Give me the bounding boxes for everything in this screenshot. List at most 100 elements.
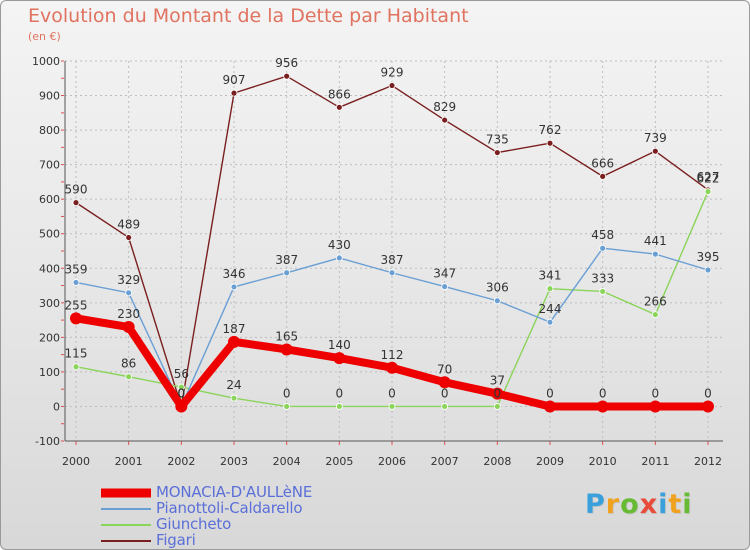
legend-swatch: [101, 524, 151, 526]
data-point: [283, 72, 291, 80]
data-label: 0: [546, 386, 554, 400]
data-label: 347: [433, 267, 456, 281]
data-label: 230: [117, 307, 140, 321]
data-label: 86: [121, 357, 136, 371]
data-point: [177, 383, 185, 391]
data-point: [493, 149, 501, 156]
logo-letter: i: [682, 489, 693, 520]
data-label: 115: [65, 347, 88, 361]
data-label: 24: [226, 378, 241, 392]
x-tick-label: 2006: [378, 455, 406, 468]
data-point: [438, 376, 451, 389]
data-point: [125, 234, 133, 241]
data-point: [335, 254, 343, 262]
data-point: [544, 400, 556, 413]
data-label: 762: [539, 123, 562, 137]
data-point: [493, 297, 501, 305]
x-tick-label: 2012: [694, 455, 722, 468]
data-point: [546, 285, 554, 293]
data-label: 590: [65, 183, 88, 197]
x-tick-label: 2002: [167, 455, 195, 468]
y-tick-label: 700: [39, 159, 60, 172]
data-point: [230, 283, 238, 291]
data-point: [599, 172, 607, 180]
x-tick-label: 2010: [589, 455, 617, 468]
data-label: 489: [117, 218, 140, 232]
data-point: [70, 312, 82, 325]
data-label: 341: [539, 269, 562, 283]
data-point: [388, 403, 396, 410]
logo-letter: P: [585, 489, 606, 520]
data-point: [283, 403, 291, 410]
data-label: 0: [599, 386, 607, 400]
data-label: 458: [591, 228, 614, 242]
data-point: [651, 250, 659, 258]
data-point: [702, 400, 714, 413]
data-point: [386, 361, 398, 374]
x-tick-label: 2009: [536, 455, 564, 468]
x-tick-label: 2001: [115, 455, 143, 468]
logo-letter: o: [620, 489, 640, 520]
data-label: 333: [591, 271, 614, 285]
data-label: 0: [336, 386, 344, 400]
data-point: [651, 311, 659, 318]
y-tick-label: 1000: [32, 55, 60, 68]
data-point: [649, 400, 662, 413]
x-tick-label: 2004: [273, 455, 301, 468]
legend-swatch: [101, 488, 151, 498]
data-point: [704, 266, 712, 274]
y-tick-label: 600: [39, 193, 60, 206]
y-tick-label: 400: [39, 262, 60, 275]
data-point: [441, 116, 449, 124]
data-label: 0: [178, 386, 186, 400]
data-point: [125, 373, 133, 381]
data-label: 956: [275, 56, 298, 70]
data-label: 0: [494, 386, 502, 400]
data-point: [704, 188, 712, 195]
chart-subtitle: (en €): [28, 30, 61, 43]
chart-title: Evolution du Montant de la Dette par Hab…: [28, 5, 469, 27]
data-label: 0: [283, 386, 291, 400]
data-point: [388, 82, 396, 89]
data-point: [125, 289, 133, 297]
data-point: [228, 335, 240, 348]
x-tick-label: 2007: [431, 455, 459, 468]
data-point: [441, 283, 449, 290]
data-point: [546, 318, 554, 326]
data-label: 0: [704, 386, 712, 400]
data-label: 244: [539, 302, 562, 316]
x-tick-label: 2005: [325, 455, 353, 468]
logo-letter: t: [668, 489, 683, 520]
y-tick-label: 800: [39, 124, 60, 137]
legend-label: Pianottoli-Caldarello: [156, 499, 303, 517]
data-label: 430: [328, 238, 351, 252]
data-label: 70: [437, 362, 452, 376]
data-point: [335, 103, 343, 111]
data-label: 140: [328, 338, 351, 352]
proxiti-logo: Proxiti: [585, 489, 693, 520]
data-label: 112: [381, 348, 404, 362]
data-label: 739: [644, 131, 667, 145]
legend-swatch: [101, 540, 151, 542]
data-point: [599, 288, 607, 295]
data-labels: 590 489 0 907 956 866 929 829 735 762 666 739 627 115…: [65, 56, 720, 400]
x-tick-label: 2008: [483, 455, 511, 468]
data-label: 387: [381, 253, 404, 267]
data-label: 387: [275, 253, 298, 267]
data-label: 929: [381, 66, 404, 80]
data-point: [493, 403, 501, 410]
data-label: 346: [223, 267, 246, 281]
y-tick-label: 900: [39, 90, 60, 103]
data-point: [72, 279, 80, 286]
data-label: 0: [441, 386, 449, 400]
data-point: [441, 403, 449, 410]
data-label: 907: [223, 73, 246, 87]
data-label: 666: [591, 156, 614, 170]
data-label: 0: [178, 386, 186, 400]
data-point: [599, 244, 607, 252]
data-point: [230, 394, 238, 402]
data-point: [596, 400, 609, 413]
logo-letter: r: [605, 489, 621, 520]
